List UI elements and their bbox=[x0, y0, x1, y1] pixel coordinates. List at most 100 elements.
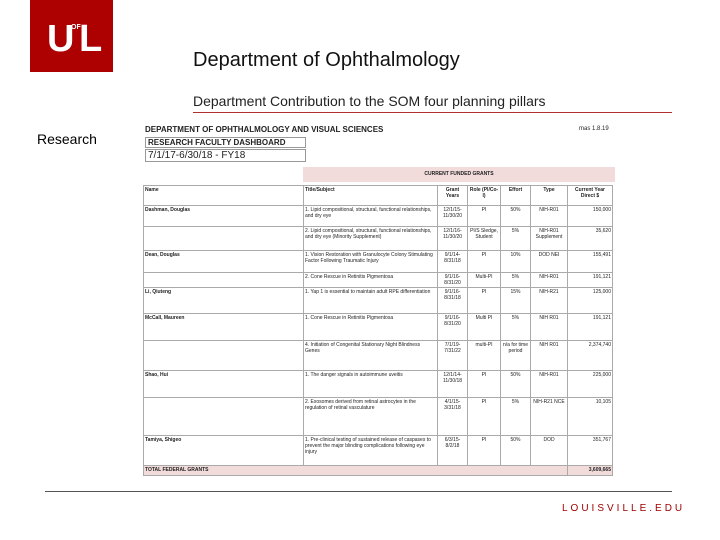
title: Department of Ophthalmology bbox=[193, 49, 460, 71]
cell: 35,620 bbox=[567, 226, 613, 251]
cell bbox=[143, 340, 304, 371]
divider bbox=[45, 491, 672, 492]
cell: 150,000 bbox=[567, 205, 613, 227]
cell: 4. Initiation of Congenital Stationary N… bbox=[303, 340, 438, 371]
column-header: Title/Subject bbox=[303, 185, 438, 206]
cell: 2. Cone Rescue in Retinitis Pigmentosa bbox=[303, 272, 438, 288]
grant-row: 4. Initiation of Congenital Stationary N… bbox=[143, 340, 613, 371]
grant-row: Dean, Douglas 1. Vision Restoration with … bbox=[143, 250, 613, 273]
cell: NIH R01 bbox=[530, 313, 568, 341]
footer: LOUISVILLE.EDU bbox=[562, 503, 686, 514]
grant-row: 2. Lipid compositional, structural, func… bbox=[143, 226, 613, 251]
logo-letter: U bbox=[47, 18, 75, 60]
grant-row: Shao, Hui 1. The danger signals in autoim… bbox=[143, 370, 613, 398]
sheet-band: CURRENT FUNDED GRANTS bbox=[303, 167, 615, 182]
cell: 50% bbox=[500, 370, 531, 398]
grant-row: Tamiya, Shigeo 1. Pre-clinical testing of… bbox=[143, 435, 613, 466]
cell: PI bbox=[467, 397, 501, 436]
cell: PI bbox=[467, 435, 501, 466]
total-row: TOTAL FEDERAL GRANTS 3,609,665 bbox=[143, 465, 613, 476]
column-header: Name bbox=[143, 185, 304, 206]
cell: DOD bbox=[530, 435, 568, 466]
logo-letter: L bbox=[79, 18, 103, 60]
divider bbox=[193, 112, 672, 113]
cell: Shao, Hui bbox=[143, 370, 304, 398]
cell: 12/1/14-11/30/18 bbox=[437, 370, 468, 398]
cell: 15% bbox=[500, 287, 531, 314]
cell bbox=[143, 226, 304, 251]
cell: 5% bbox=[500, 397, 531, 436]
cell: NIH R01 bbox=[530, 340, 568, 371]
cell: NIH-R01 bbox=[530, 205, 568, 227]
cell: DOD NEI bbox=[530, 250, 568, 273]
cell: 12/1/16-11/30/20 bbox=[437, 226, 468, 251]
subtitle: Department Contribution to the SOM four … bbox=[193, 93, 546, 109]
cell: 10,105 bbox=[567, 397, 613, 436]
cell bbox=[143, 397, 304, 436]
column-header: Current Year Direct $ bbox=[567, 185, 613, 206]
cell: 1. Yap 1 is essential to maintain adult … bbox=[303, 287, 438, 314]
grant-row: Dashman, Douglas 1. Lipid compositional, … bbox=[143, 205, 613, 227]
sheet-title: DEPARTMENT OF OPHTHALMOLOGY AND VISUAL S… bbox=[145, 125, 384, 134]
cell: 12/1/15-11/30/20 bbox=[437, 205, 468, 227]
cell: 155,491 bbox=[567, 250, 613, 273]
section-label: Research bbox=[37, 131, 97, 147]
cell: 10% bbox=[500, 250, 531, 273]
cell: NIH-R01 bbox=[530, 370, 568, 398]
column-header: Grant Years bbox=[437, 185, 468, 206]
cell: Multi PI bbox=[467, 313, 501, 341]
cell: PI/S Sledge, Student bbox=[467, 226, 501, 251]
sheet-stamp: mas 1.8.19 bbox=[579, 126, 609, 132]
grant-row: 2. Exosomes derived from retinal astrocy… bbox=[143, 397, 613, 436]
cell: PI bbox=[467, 250, 501, 273]
cell: 191,121 bbox=[567, 313, 613, 341]
total-label: TOTAL FEDERAL GRANTS bbox=[143, 465, 568, 476]
cell bbox=[143, 272, 304, 288]
cell: 6/3/15-8/2/18 bbox=[437, 435, 468, 466]
cell: 9/1/16-8/31/20 bbox=[437, 272, 468, 288]
cell: 1. The danger signals in autoimmune uvei… bbox=[303, 370, 438, 398]
cell: 2,374,740 bbox=[567, 340, 613, 371]
cell: Tamiya, Shigeo bbox=[143, 435, 304, 466]
cell: n/a for time period bbox=[500, 340, 531, 371]
cell: 1. Lipid compositional, structural, func… bbox=[303, 205, 438, 227]
column-header: Effort bbox=[500, 185, 531, 206]
cell: McCall, Maureen bbox=[143, 313, 304, 341]
cell: 1. Vision Restoration with Granulocyte C… bbox=[303, 250, 438, 273]
cell: 5% bbox=[500, 226, 531, 251]
sheet-subtitle: RESEARCH FACULTY DASHBOARD bbox=[145, 137, 306, 148]
cell: 191,121 bbox=[567, 272, 613, 288]
cell: 9/1/14-8/31/18 bbox=[437, 250, 468, 273]
cell: 2. Exosomes derived from retinal astrocy… bbox=[303, 397, 438, 436]
cell: 5% bbox=[500, 313, 531, 341]
cell: PI bbox=[467, 370, 501, 398]
cell: 7/1/19-7/31/22 bbox=[437, 340, 468, 371]
cell: 50% bbox=[500, 435, 531, 466]
cell: NIH-R01 Supplement bbox=[530, 226, 568, 251]
cell: 9/1/16-8/31/18 bbox=[437, 287, 468, 314]
total-value: 3,609,665 bbox=[567, 465, 613, 476]
cell: 9/1/16-8/31/20 bbox=[437, 313, 468, 341]
cell: 1. Cone Rescue in Retinitis Pigmentosa bbox=[303, 313, 438, 341]
column-header: Type bbox=[530, 185, 568, 206]
cell: 50% bbox=[500, 205, 531, 227]
cell: 1. Pre-clinical testing of sustained rel… bbox=[303, 435, 438, 466]
cell: NIH-R01 bbox=[530, 272, 568, 288]
cell: 225,000 bbox=[567, 370, 613, 398]
cell: 351,767 bbox=[567, 435, 613, 466]
cell: 125,000 bbox=[567, 287, 613, 314]
header-row: Name Title/Subject Grant Years Role (PI/Co-… bbox=[143, 185, 613, 206]
spreadsheet: DEPARTMENT OF OPHTHALMOLOGY AND VISUAL S… bbox=[143, 122, 615, 485]
grants-table: Name Title/Subject Grant Years Role (PI/Co-… bbox=[143, 185, 613, 476]
logo: U OF L bbox=[30, 0, 113, 72]
cell: NIH-R21 NCE bbox=[530, 397, 568, 436]
cell: PI bbox=[467, 287, 501, 314]
column-header: Role (PI/Co-I) bbox=[467, 185, 501, 206]
logo-small: OF bbox=[71, 24, 81, 31]
cell: NIH-R21 bbox=[530, 287, 568, 314]
sheet-period: 7/1/17-6/30/18 - FY18 bbox=[145, 149, 306, 162]
cell: PI bbox=[467, 205, 501, 227]
cell: 2. Lipid compositional, structural, func… bbox=[303, 226, 438, 251]
cell: Multi-PI bbox=[467, 272, 501, 288]
